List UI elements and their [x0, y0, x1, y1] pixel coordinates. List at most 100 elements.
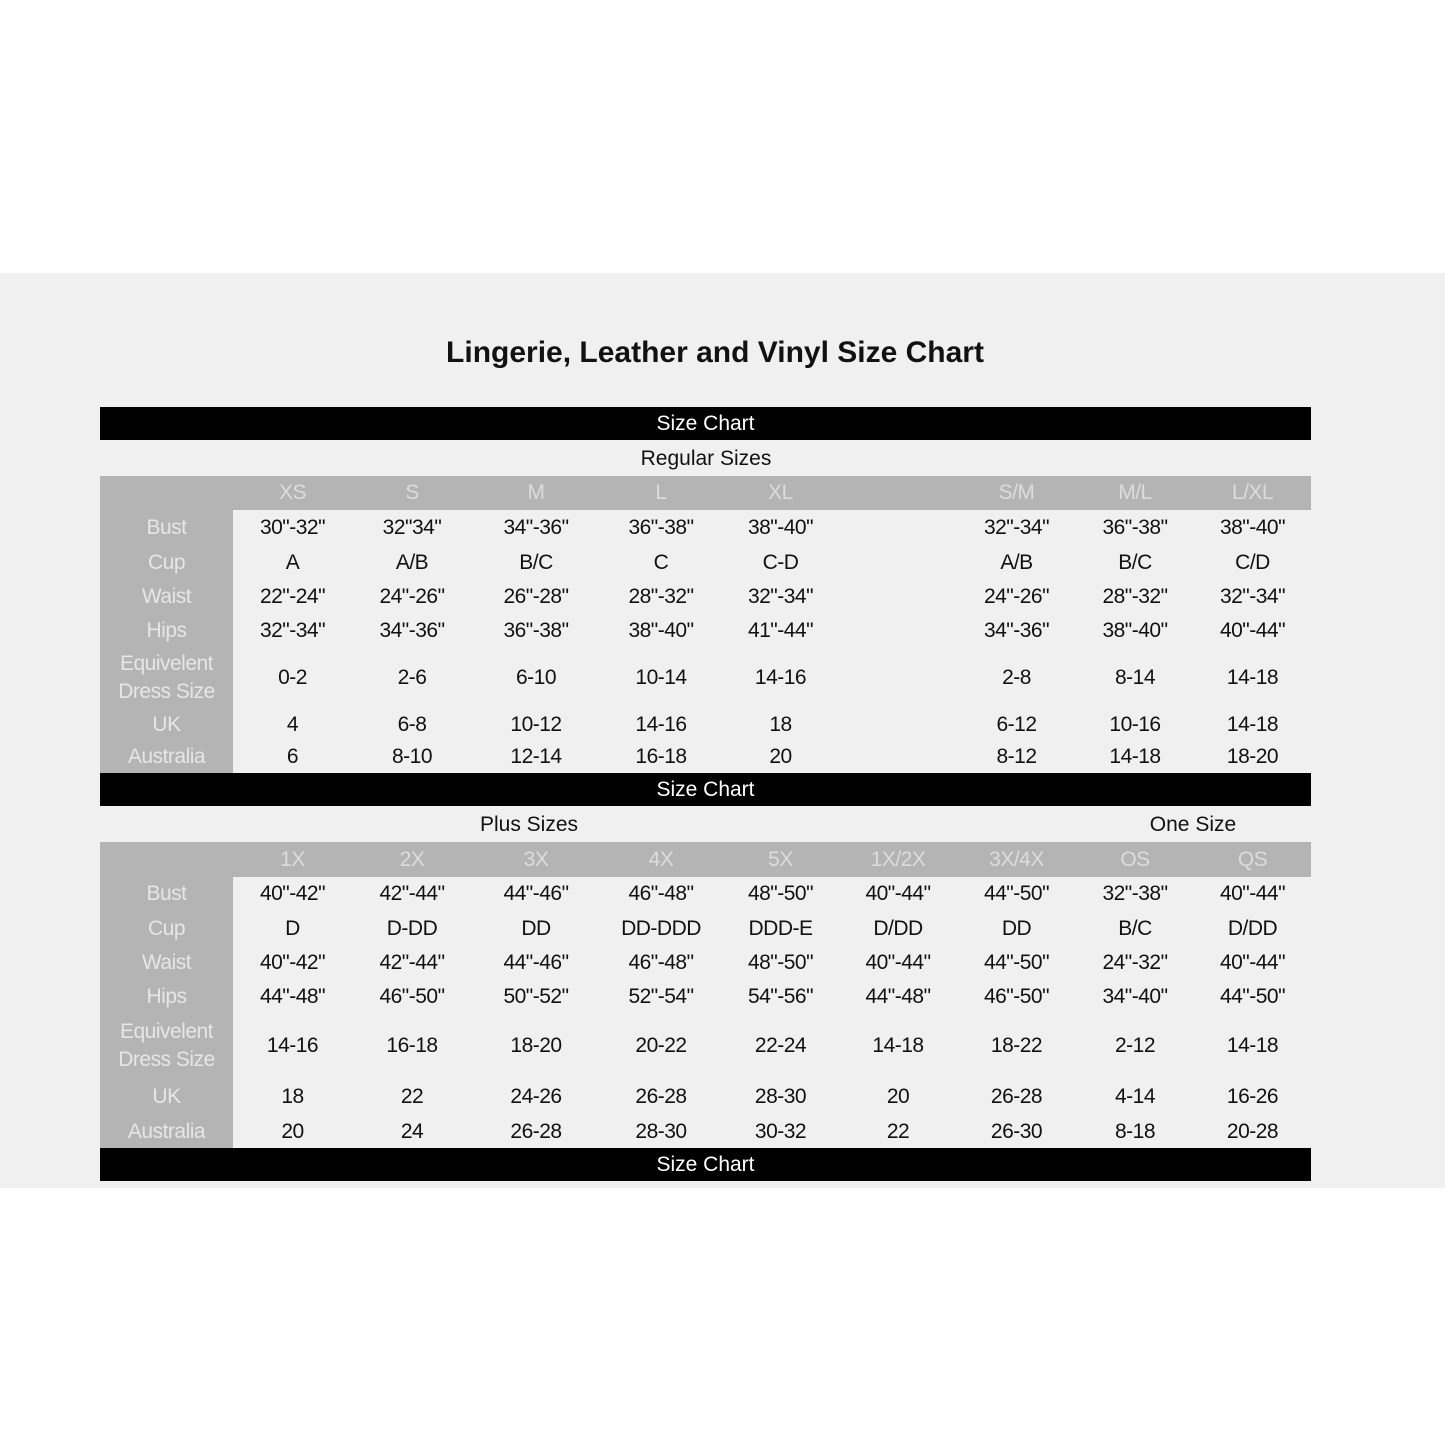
table-cell: 24"-26" [379, 585, 445, 608]
table-cell: 32"-38" [1102, 882, 1168, 905]
table-cell: 28"-32" [1102, 585, 1168, 608]
table-cell: 2-12 [1114, 1034, 1156, 1057]
size-chart-bar-bottom: Size Chart [100, 1148, 1311, 1181]
table-cell: 14-18 [1226, 712, 1279, 736]
table-row: Cup A A/B B/C C C-D A/B B/C C/D [100, 545, 1311, 580]
table-cell: A/B [395, 550, 429, 574]
table-cell: A [285, 550, 300, 574]
table-row: Hips 44"-48" 46"-50" 50"-52" 52"-54" 54"-56" 4… [100, 980, 1311, 1014]
one-size-caption: One Size [1149, 813, 1237, 836]
table-cell: D [285, 916, 300, 940]
table-cell: 26"-28" [503, 585, 569, 608]
table-row: Australia 6 8-10 12-14 16-18 20 8-12 14-18 18-20 [100, 741, 1311, 773]
table-cell: 40"-44" [1219, 619, 1286, 642]
size-header: OS [1076, 842, 1194, 877]
table-cell: 46"-50" [379, 985, 445, 1008]
row-label: UK [100, 708, 233, 741]
table-cell: 30-32 [754, 1119, 807, 1143]
table-cell: 16-26 [1226, 1084, 1279, 1108]
table-cell: 32"-34" [1219, 585, 1286, 608]
table-cell: 14-16 [266, 1034, 319, 1057]
row-label: Cup [100, 545, 233, 580]
table-cell: 18 [281, 1084, 304, 1108]
table-cell: 16-18 [386, 1034, 438, 1057]
table-cell: 8-14 [1114, 666, 1156, 689]
table-cell: 14-18 [872, 1034, 924, 1057]
table-cell: 14-16 [754, 666, 807, 689]
table-cell: 28"-32" [628, 585, 694, 608]
table-cell: 26-28 [510, 1119, 562, 1143]
table-cell: 34"-36" [379, 619, 445, 642]
size-header: L [600, 476, 722, 510]
size-header: XS [233, 476, 352, 510]
table-cell: 22-24 [754, 1034, 807, 1057]
table-cell: 40"-44" [865, 951, 931, 974]
table-cell: D-DD [386, 916, 438, 940]
row-label: Australia [100, 741, 233, 773]
row-label: Waist [100, 946, 233, 980]
size-header: S [352, 476, 472, 510]
table-cell: 44"-48" [865, 985, 931, 1008]
table-cell: 14-18 [1226, 1034, 1279, 1057]
size-chart-bar-top: Size Chart [100, 407, 1311, 440]
size-header: 3X [472, 842, 600, 877]
table-cell: 36"-38" [1102, 515, 1168, 539]
size-header: M/L [1076, 476, 1194, 510]
table-cell: 20-22 [635, 1034, 687, 1057]
table-cell: 2-8 [1002, 666, 1031, 689]
size-header: 3X/4X [957, 842, 1076, 877]
table-cell: B/C [519, 550, 553, 574]
table-cell: 22 [886, 1119, 910, 1143]
size-header: M [472, 476, 600, 510]
table-cell: 41"-44" [747, 619, 814, 642]
table-cell: 2-6 [397, 666, 427, 689]
table-cell: 32"-34" [983, 515, 1050, 539]
row-label: Equivelent Dress Size [100, 648, 233, 708]
plus-sizes-caption: Plus Sizes [479, 813, 579, 836]
table-cell: 0-2 [278, 666, 307, 689]
size-chart-bar-middle: Size Chart [100, 773, 1311, 806]
table-row: Waist 22"-24" 24"-26" 26"-28" 28"-32" 32"-34"… [100, 580, 1311, 614]
table-cell: 32"-34" [747, 585, 814, 608]
table-cell: C-D [762, 550, 799, 574]
table-cell: 40"-44" [1219, 882, 1286, 905]
table-cell: 14-16 [635, 712, 687, 736]
table-cell: 48"-50" [747, 951, 814, 974]
table-cell: A/B [1000, 550, 1033, 574]
table-cell: 20-28 [1226, 1119, 1279, 1143]
corner-cell [100, 842, 233, 877]
table-cell: 24-26 [510, 1084, 562, 1108]
table-cell: 8-10 [391, 745, 433, 768]
table-cell: DD [521, 916, 551, 940]
table-cell: 28-30 [754, 1084, 807, 1108]
table-cell: 8-12 [996, 745, 1037, 768]
size-header: S/M [957, 476, 1076, 510]
table-cell: 46"-48" [628, 882, 694, 905]
table-cell: 10-14 [635, 666, 687, 689]
table-cell: D/DD [873, 916, 923, 940]
table-cell: 14-18 [1109, 745, 1161, 768]
table-cell: 32"-34" [259, 619, 326, 642]
table-cell: 40"-42" [259, 882, 326, 905]
size-header: L/XL [1194, 476, 1311, 510]
table-cell: 34"-40" [1102, 985, 1168, 1008]
table-cell: 10-16 [1109, 712, 1161, 736]
table-row: Bust 30"-32" 32"34" 34"-36" 36"-38" 38"-40" 32… [100, 510, 1311, 545]
table-cell: DDD-E [748, 916, 814, 940]
size-header [839, 476, 957, 510]
table-cell: DD [1001, 916, 1032, 940]
table-cell: B/C [1118, 916, 1152, 940]
size-header: 4X [600, 842, 722, 877]
table-cell: 28-30 [635, 1119, 687, 1143]
size-header: 1X [233, 842, 352, 877]
corner-cell [100, 476, 233, 510]
table-row: Equivelent Dress Size 14-16 16-18 18-20 20-2… [100, 1014, 1311, 1078]
table-cell: 22"-24" [259, 585, 326, 608]
size-header: 5X [722, 842, 839, 877]
table-cell: 40"-44" [1219, 951, 1286, 974]
table-cell: 38"-40" [1219, 515, 1286, 539]
table-cell: 48"-50" [747, 882, 814, 905]
table-row: Cup D D-DD DD DD-DDD DDD-E D/DD DD B/C D/DD [100, 911, 1311, 946]
table-row: UK 4 6-8 10-12 14-16 18 6-12 10-16 14-18 [100, 708, 1311, 741]
table-cell: 52"-54" [628, 985, 694, 1008]
